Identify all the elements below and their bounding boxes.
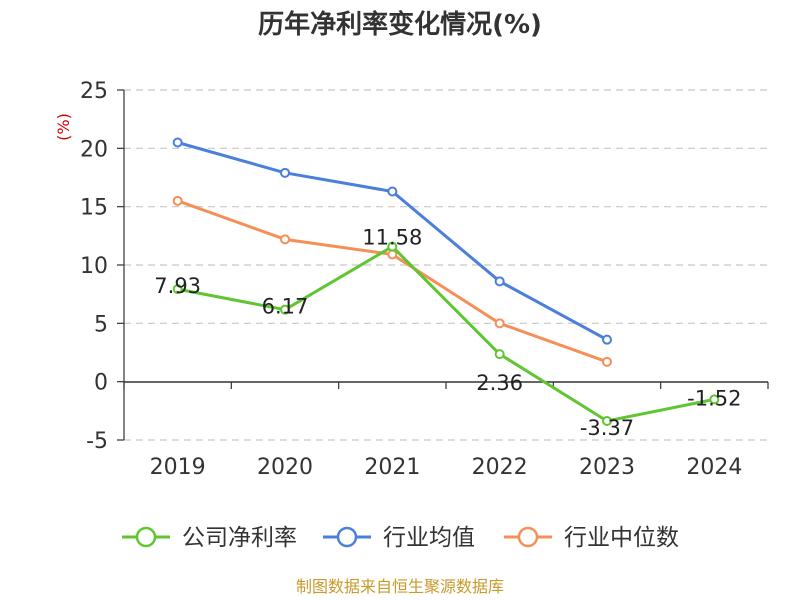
legend-marker xyxy=(517,526,539,548)
x-tick-label: 2023 xyxy=(579,455,635,480)
legend-label: 行业均值 xyxy=(383,525,475,551)
chart-title: 历年净利率变化情况(%) xyxy=(258,9,542,40)
y-tick-label: 5 xyxy=(94,312,108,337)
y-axis-unit-label: (%) xyxy=(54,113,73,141)
data-point xyxy=(280,167,290,178)
axes: 25 20 15 10 5 0 -5 2019 2020 2021 2022 2023 2024 xyxy=(80,79,769,480)
x-tick-label: 2020 xyxy=(257,455,313,480)
data-point xyxy=(280,234,290,245)
y-tick-label: 0 xyxy=(94,371,108,396)
data-point xyxy=(602,334,612,345)
data-point xyxy=(387,241,398,252)
y-tick-label: -5 xyxy=(86,429,108,454)
x-tick-label: 2019 xyxy=(150,455,206,480)
data-label: 7.93 xyxy=(154,274,201,298)
data-labels: 7.93 6.17 11.58 2.36 -3.37 -1.52 xyxy=(154,226,741,440)
data-point xyxy=(172,137,183,148)
data-point xyxy=(387,249,398,260)
legend-label: 行业中位数 xyxy=(564,525,679,551)
series-lines xyxy=(172,137,720,426)
y-tick-label: 15 xyxy=(80,196,108,221)
legend-item-1: 行业均值 xyxy=(323,525,475,551)
data-label: 11.58 xyxy=(362,226,422,250)
data-label: 2.36 xyxy=(476,371,523,395)
data-point xyxy=(602,415,612,426)
y-tick-label: 10 xyxy=(80,254,108,279)
data-source-note: 制图数据来自恒生聚源数据库 xyxy=(296,577,504,596)
data-label: -3.37 xyxy=(580,416,634,440)
data-point xyxy=(602,356,612,367)
data-point xyxy=(709,394,720,405)
x-tick-label: 2024 xyxy=(686,455,742,480)
data-point xyxy=(387,186,398,197)
legend-marker xyxy=(336,526,358,548)
data-point xyxy=(494,318,505,329)
data-point xyxy=(172,195,183,206)
series-line-0 xyxy=(176,245,716,423)
data-point xyxy=(280,304,290,315)
x-tick-label: 2022 xyxy=(472,455,528,480)
data-point xyxy=(172,284,183,295)
legend-marker xyxy=(135,526,157,548)
legend-label: 公司净利率 xyxy=(182,525,297,551)
legend-item-2: 行业中位数 xyxy=(504,525,679,551)
data-label: -1.52 xyxy=(687,386,741,410)
data-point xyxy=(494,276,505,287)
data-point xyxy=(494,349,505,360)
y-tick-label: 20 xyxy=(80,137,108,162)
data-label: 6.17 xyxy=(262,295,309,319)
legend-item-0: 公司净利率 xyxy=(122,525,297,551)
legend: 公司净利率 行业均值 行业中位数 xyxy=(122,525,679,551)
x-tick-label: 2021 xyxy=(364,455,420,480)
y-tick-label: 25 xyxy=(80,79,108,104)
